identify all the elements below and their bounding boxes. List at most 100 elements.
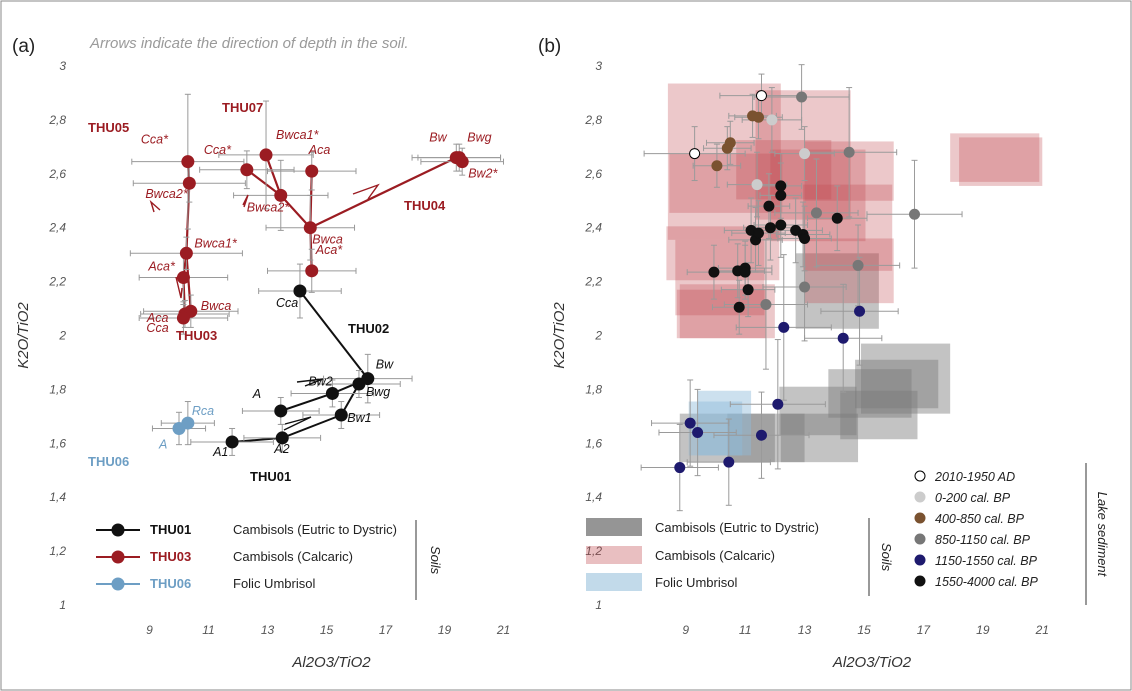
soil-box-calcaric xyxy=(676,289,766,339)
point-label-thu01: Cca xyxy=(276,296,298,310)
sediment-point xyxy=(775,219,787,231)
soil-box-eutric xyxy=(779,386,857,436)
panel-b-legend: Cambisols (Eutric to Dystric) Cambisols … xyxy=(586,463,1110,605)
soil-box-eutric xyxy=(828,369,912,418)
legend-text-sediment: 850-1150 cal. BP xyxy=(935,533,1031,547)
pa-ytick-label: 1,6 xyxy=(49,436,66,450)
point-label-thu06: Rca xyxy=(192,404,214,418)
sediment-point xyxy=(751,179,763,191)
sediment-point xyxy=(775,180,787,192)
pa-ytick-label: 2 xyxy=(58,329,66,343)
legend-marker-thu06 xyxy=(111,577,125,591)
legend-side-label-soils-b: Soils xyxy=(879,543,894,572)
point-label-thu03: Aca xyxy=(308,143,331,157)
series-line-thu03 xyxy=(309,156,457,229)
point-label-thu01: Bw xyxy=(376,358,394,372)
legend-text-sediment: 0-200 cal. BP xyxy=(935,491,1011,505)
sediment-point xyxy=(692,427,704,439)
pb-xlabel: Al2O3/TiO2 xyxy=(832,654,912,671)
profile-label-thu06: THU06 xyxy=(88,454,129,469)
panel-b-soil-boxes xyxy=(666,83,1043,463)
panel-a-point-labels: A1 A2 Bw1 Bwg Bw Bw2 A Cca Cca* Bwca2* Bwca1* Aca* A… xyxy=(141,128,499,459)
legend-text-thu01: Cambisols (Eutric to Dystric) xyxy=(233,522,397,537)
legend-text-sediment: 1150-1550 cal. BP xyxy=(935,554,1038,568)
pb-ytick-label: 2,4 xyxy=(584,221,602,235)
profile-label-thu02: THU02 xyxy=(348,321,389,336)
pb-ytick-label: 2,2 xyxy=(584,275,602,289)
pa-ytick-label: 1 xyxy=(59,598,66,612)
sediment-point xyxy=(799,232,811,244)
sediment-point xyxy=(837,332,849,344)
pb-ytick-label: 1,8 xyxy=(585,382,602,396)
pb-ytick-label: 2 xyxy=(594,329,602,343)
series-line-thu03 xyxy=(264,154,282,196)
legend-marker-sediment xyxy=(914,554,926,566)
pa-xtick-label: 17 xyxy=(379,623,394,637)
soil-box-calcaric xyxy=(679,284,775,339)
point-label-thu03: Aca* xyxy=(315,243,344,257)
legend-marker-sediment xyxy=(914,470,926,482)
data-point-thu03 xyxy=(240,163,254,177)
pa-xtick-label: 15 xyxy=(320,623,334,637)
sediment-point xyxy=(708,266,720,278)
data-point-thu03 xyxy=(176,271,190,285)
pa-ytick-label: 1,4 xyxy=(49,490,66,504)
legend-marker-thu01 xyxy=(111,523,125,537)
sediment-point xyxy=(739,266,751,278)
legend-sediment-items: 2010-1950 AD 0-200 cal. BP 400-850 cal. BP… xyxy=(914,470,1039,589)
data-point-thu03 xyxy=(181,155,195,169)
panel-a-profile-labels: THU05 THU07 THU04 THU03 THU02 THU01 THU0… xyxy=(88,100,446,484)
pb-xtick-label: 19 xyxy=(976,623,990,637)
data-point-thu03 xyxy=(274,188,288,202)
sediment-point xyxy=(674,462,686,474)
legend-swatch-calcaric xyxy=(586,546,642,564)
sediment-point xyxy=(755,90,767,102)
panel-a-label: (a) xyxy=(12,36,35,57)
data-point-thu01 xyxy=(275,431,289,445)
legend-marker-thu03 xyxy=(111,550,125,564)
data-point-thu03 xyxy=(179,246,193,260)
sediment-point xyxy=(799,281,811,293)
sediment-point xyxy=(689,148,701,160)
sediment-point xyxy=(711,160,723,172)
point-label-thu03: Cca* xyxy=(141,133,169,147)
legend-text-sediment: 400-850 cal. BP xyxy=(935,512,1025,526)
pb-ytick-label: 1,2 xyxy=(585,544,602,558)
sediment-point xyxy=(742,284,754,296)
legend-marker-sediment xyxy=(914,533,926,545)
panel-a-legend: THU01 Cambisols (Eutric to Dystric) THU0… xyxy=(96,520,443,600)
sediment-point xyxy=(755,429,767,441)
legend-side-label-soils: Soils xyxy=(428,546,443,575)
panel-a-points xyxy=(172,148,469,449)
legend-text-sediment: 1550-4000 cal. BP xyxy=(935,575,1039,589)
sediment-point xyxy=(763,200,775,212)
point-label-thu03: Bw2* xyxy=(468,167,498,181)
point-label-thu01: A xyxy=(252,387,261,401)
legend-marker-sediment xyxy=(914,512,926,524)
sediment-point xyxy=(764,222,776,234)
soil-box-eutric xyxy=(840,390,918,440)
pa-xlabel: Al2O3/TiO2 xyxy=(291,654,371,671)
data-point-thu06 xyxy=(181,416,195,430)
sediment-point xyxy=(733,301,745,313)
point-label-thu03: Bwca xyxy=(201,299,232,313)
pa-ytick-label: 2,6 xyxy=(48,167,66,181)
sediment-point xyxy=(854,305,866,317)
legend-text-thu06: Folic Umbrisol xyxy=(233,576,315,591)
pa-ytick-label: 3 xyxy=(59,59,66,73)
pb-xtick-label: 15 xyxy=(857,623,871,637)
sediment-point xyxy=(684,417,696,429)
depth-arrow-bw1 xyxy=(283,416,312,431)
point-label-thu03: Aca* xyxy=(147,260,176,274)
sediment-point xyxy=(753,227,765,239)
series-line-thu01 xyxy=(299,290,369,380)
pa-ytick-label: 1,8 xyxy=(49,382,66,396)
panel-b-axes: 1 1,2 1,4 1,6 1,8 2 2,2 2,4 2,6 2,8 3 9 11 13 15 17 19 21… xyxy=(551,59,1049,671)
profile-label-thu04: THU04 xyxy=(404,198,446,213)
point-label-thu03: Bwca1* xyxy=(276,128,320,142)
depth-arrow-thu07 xyxy=(242,194,249,208)
point-label-thu01: Bw2 xyxy=(308,374,332,388)
point-label-thu03: Cca* xyxy=(204,143,232,157)
soil-box-calcaric xyxy=(669,153,783,213)
soil-box-eutric xyxy=(855,359,939,409)
